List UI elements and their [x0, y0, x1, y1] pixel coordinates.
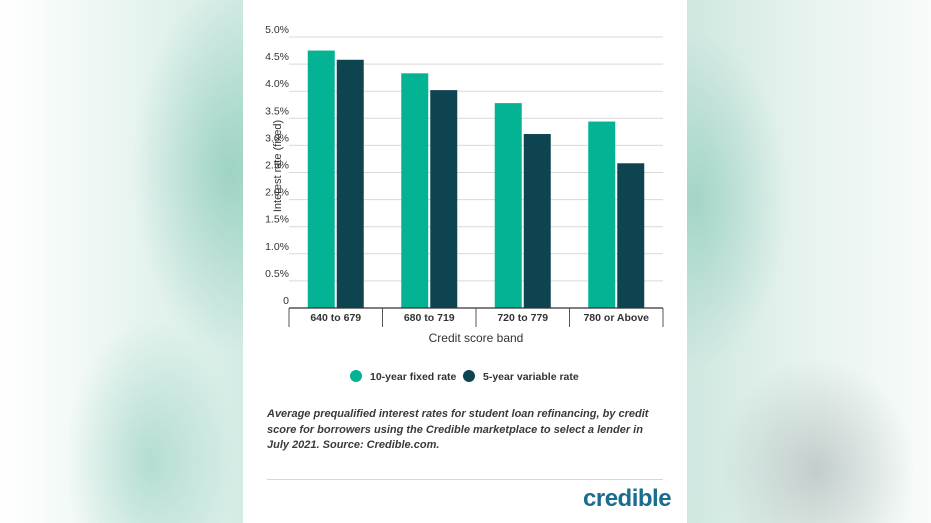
bar: [523, 134, 551, 308]
y-tick-label: 0.5%: [265, 268, 289, 280]
y-tick-label: 4.5%: [265, 51, 289, 63]
legend-swatch: [463, 370, 475, 382]
legend: 10-year fixed rate 5-year variable rate: [350, 370, 579, 383]
bar: [588, 121, 616, 308]
background-left: [0, 0, 243, 523]
y-tick-label: 3.0%: [265, 132, 289, 144]
bars: [307, 50, 645, 309]
x-axis-label: Credit score band: [429, 331, 524, 345]
legend-label: 10-year fixed rate: [370, 371, 457, 383]
bar: [401, 73, 429, 309]
bar: [494, 103, 522, 309]
x-tick-label: 720 to 779: [497, 312, 548, 324]
bar: [307, 50, 335, 309]
y-tick-label: 1.0%: [265, 241, 289, 253]
bar: [617, 163, 645, 308]
y-tick-label: 2.5%: [265, 160, 289, 172]
x-tick-label: 640 to 679: [310, 312, 361, 324]
legend-label: 5-year variable rate: [483, 371, 579, 383]
chart-caption: Average prequalified interest rates for …: [267, 408, 649, 451]
x-tick-label: 680 to 719: [404, 312, 455, 324]
y-tick-label: 3.5%: [265, 105, 289, 117]
y-tick-label: 2.0%: [265, 187, 289, 199]
y-tick-label: 0: [283, 295, 289, 307]
bar: [336, 59, 364, 308]
y-tick-label: 5.0%: [265, 24, 289, 36]
y-tick-label: 4.0%: [265, 78, 289, 90]
y-axis-label: Interest rate (fixed): [272, 120, 284, 212]
legend-swatch: [350, 370, 362, 382]
credible-logo: credible: [583, 485, 672, 512]
footer-divider: [267, 479, 663, 480]
y-tick-labels: 0 0.5% 1.0% 1.5% 2.0% 2.5% 3.0% 3.5% 4.0% 4.5% 5.0…: [265, 24, 289, 307]
y-tick-label: 1.5%: [265, 214, 289, 226]
x-tick-label: 780 or Above: [583, 312, 649, 324]
bar: [430, 90, 458, 308]
background-right: [687, 0, 931, 523]
x-axis: 640 to 679 680 to 719 720 to 779 780 or Abo…: [288, 307, 664, 327]
